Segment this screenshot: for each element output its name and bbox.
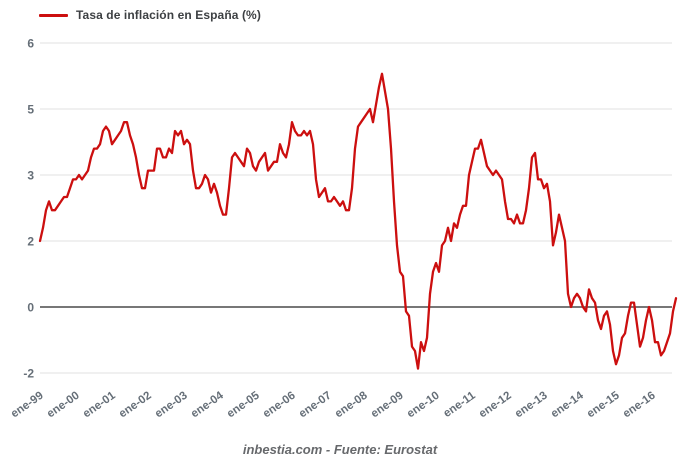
source-note: inbestia.com - Fuente: Eurostat: [242, 442, 438, 457]
x-tick-label: ene-01: [81, 389, 118, 420]
x-tick-label: ene-99: [9, 390, 46, 421]
x-tick-label: ene-08: [333, 389, 370, 420]
x-tick-label: ene-00: [45, 390, 82, 421]
inflation-series-line: [38, 72, 678, 370]
x-tick-label: ene-13: [513, 390, 550, 421]
x-tick-label: ene-02: [117, 390, 154, 421]
x-tick-label: ene-11: [442, 389, 479, 420]
x-tick-label: ene-16: [621, 390, 658, 421]
legend: Tasa de inflación en España (%): [39, 8, 261, 22]
legend-label: Tasa de inflación en España (%): [76, 8, 261, 22]
y-tick-label: 6: [27, 37, 34, 51]
x-tick-label: ene-15: [585, 389, 622, 420]
x-tick-label: ene-04: [189, 389, 226, 420]
x-tick-label: ene-07: [297, 390, 334, 421]
y-tick-label: 2: [27, 235, 34, 249]
x-tick-label: ene-09: [369, 390, 406, 421]
x-tick-label: ene-05: [225, 389, 262, 420]
y-tick-label: 5: [27, 103, 34, 117]
x-tick-label: ene-12: [477, 390, 514, 421]
y-tick-label: 0: [27, 301, 34, 315]
x-tick-label: ene-14: [549, 389, 586, 420]
legend-line-swatch: [39, 13, 68, 17]
x-tick-label: ene-03: [153, 390, 190, 421]
x-tick-label: ene-10: [405, 390, 442, 421]
y-tick-label: 3: [27, 169, 34, 183]
x-tick-label: ene-06: [261, 390, 298, 421]
y-tick-label: -2: [23, 367, 34, 381]
